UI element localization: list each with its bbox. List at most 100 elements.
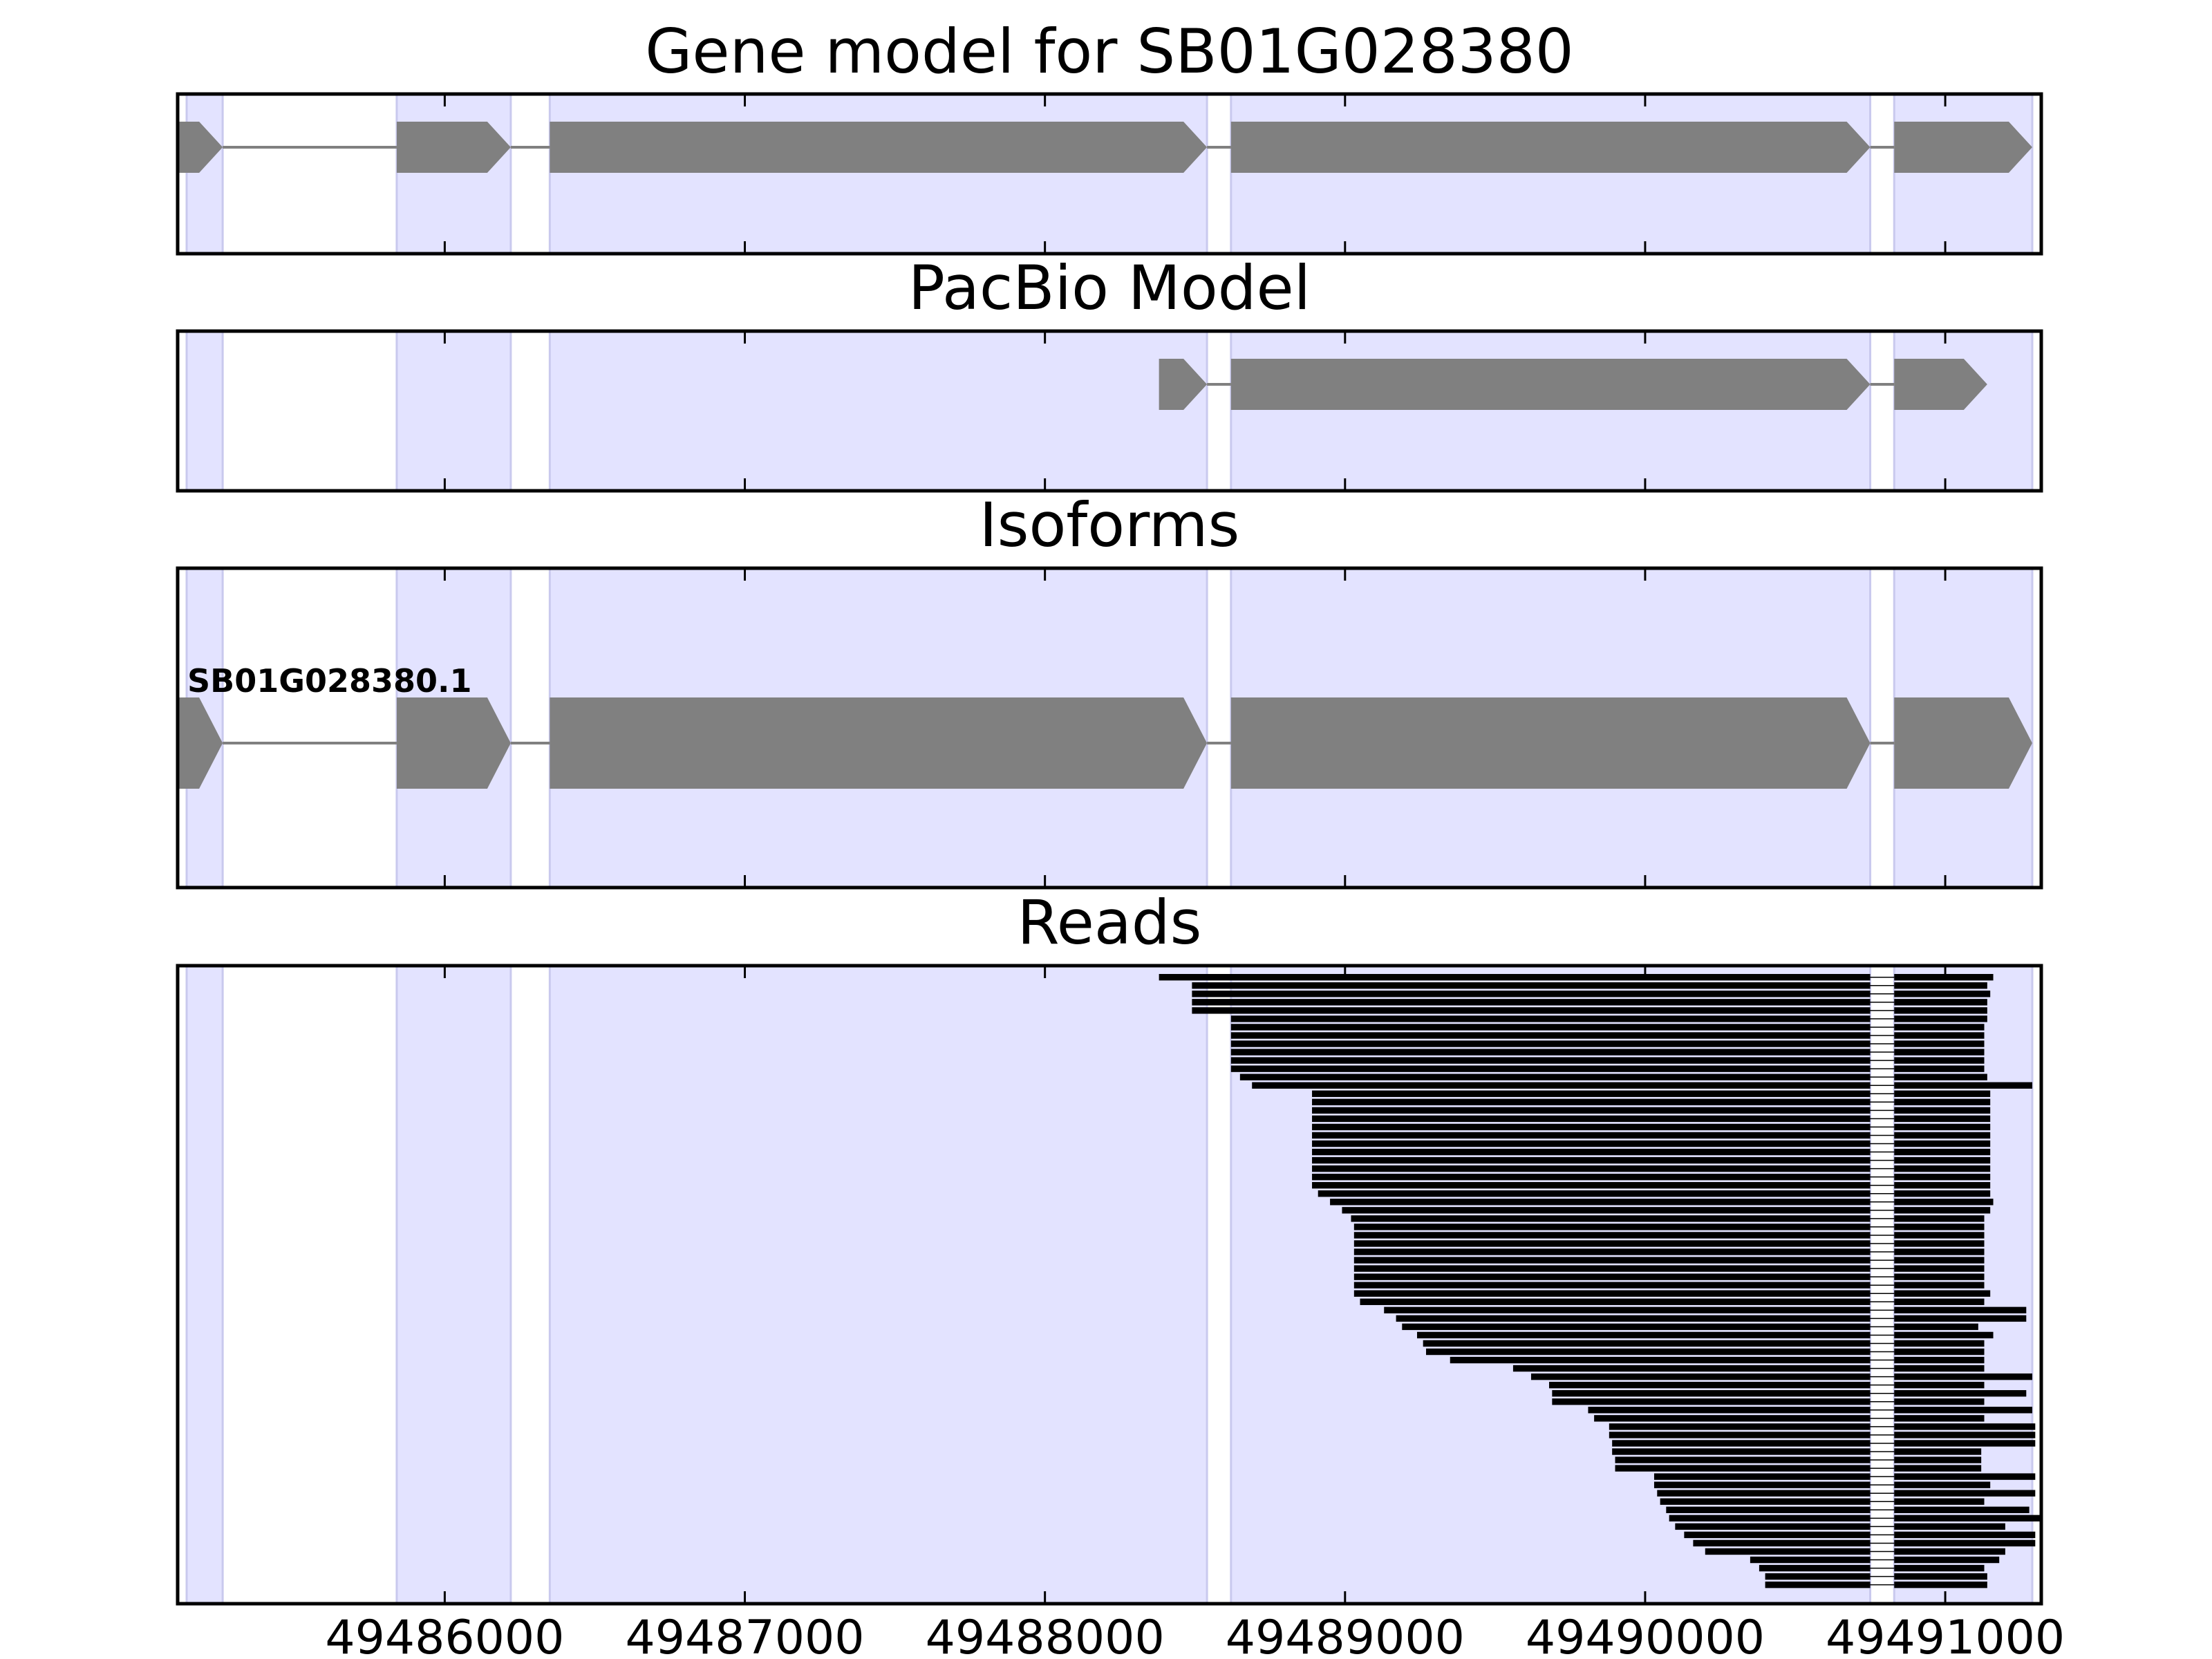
read [1353,1232,1985,1239]
panel-4: Reads [176,887,2043,1606]
read-segment [1894,1331,1994,1339]
read-segment [1396,1315,1871,1322]
read-segment [1239,1074,1871,1080]
read-segment [1312,1123,1871,1131]
model-exon-5 [1894,122,2032,173]
panel-frame [176,566,2043,890]
model-exon-3 [1894,359,1987,410]
isoform-exon-2 [396,697,511,789]
read-segment [1894,1323,1978,1331]
read-segment [1894,1165,1991,1172]
read-segment [1759,1564,1871,1572]
isoform-label: SB01G028380.1 [187,662,471,700]
panel-frame [176,964,2043,1606]
exon-shade-region-3 [548,93,1208,255]
read-segment [1609,1423,1871,1430]
read-segment [1894,1548,2005,1555]
read-segment [1416,1331,1871,1339]
panel-2: PacBio Model [176,252,2043,493]
model-exon-2 [1230,359,1871,410]
read-segment [1894,1290,1991,1297]
read [1312,1098,1991,1105]
read-segment [1894,1190,1991,1197]
read-segment [1353,1273,1871,1280]
exon-shade-region-2 [395,93,512,255]
read [1675,1523,2005,1530]
read-segment [1360,1298,1871,1305]
read-segment [1894,1182,1991,1189]
read-segment [1342,1207,1871,1214]
exon-shade-region-4 [1230,93,1872,255]
read [1615,1465,1982,1472]
read-segment [1894,1240,1985,1247]
read-segment [1594,1415,1871,1422]
read [1192,1007,1987,1014]
read-segment [1549,1381,1871,1389]
read-segment [1353,1224,1871,1230]
read-segment [1230,1057,1871,1064]
read-segment [1894,1173,1991,1181]
read-segment [1894,1448,1982,1455]
read-segment [1894,1224,1985,1230]
read-segment [1894,1523,2005,1530]
panel-3: Isoforms SB01G028380.1 [176,489,2043,890]
read [1230,1057,1985,1064]
read-segment [1230,1032,1871,1039]
read [1612,1448,1982,1455]
read [1360,1298,1985,1305]
read-segment [1894,1282,1985,1288]
read [1192,982,1987,989]
read [1666,1506,2030,1513]
exon-shade-region-3 [548,330,1208,492]
read [1396,1315,2027,1322]
model-exon-2 [396,122,511,173]
read [1230,1040,1985,1047]
read-segment [1612,1448,1871,1455]
read-segment [1894,1506,2030,1513]
read-segment [1230,1049,1871,1056]
read [1530,1373,2032,1380]
read-segment [1894,991,1991,997]
read-segment [1894,1273,1985,1280]
read-segment [1669,1515,1871,1522]
read [1353,1290,1991,1297]
read-segment [1894,1074,1987,1080]
read-segment [1230,1024,1871,1031]
read [1609,1432,2036,1438]
panel-frame [176,329,2043,493]
read-segment [1402,1323,1871,1331]
read [1312,1123,1991,1131]
read [1312,1132,1991,1139]
read [1312,1107,1991,1114]
read [1252,1082,2032,1089]
read [1312,1090,1991,1097]
exon-shade-region-2 [395,330,512,492]
read-segment [1653,1481,1871,1488]
exon-shade-region-5 [1893,330,2034,492]
read-segment [1894,974,1994,981]
panel-title: PacBio Model [908,252,1311,324]
read-segment [1159,974,1871,981]
read-segment [1384,1306,1871,1314]
read-segment [1660,1498,1871,1505]
read-segment [1765,1581,1871,1588]
read-segment [1894,1407,2032,1414]
read [1426,1348,1985,1356]
read-segment [1894,1490,2036,1497]
read-segment [1353,1232,1871,1239]
read-segment [1894,1423,2036,1430]
read-segment [1312,1132,1871,1139]
x-tick-label: 49490000 [1526,1611,1765,1659]
read [1312,1115,1991,1123]
read-segment [1353,1265,1871,1272]
read-segment [1894,1365,1985,1372]
read-segment [1312,1140,1871,1147]
read [1588,1407,2032,1414]
read-segment [1530,1373,1871,1380]
read [1594,1415,1985,1422]
read-segment [1230,1065,1871,1072]
exon-shade-region-1 [185,93,224,255]
read [1765,1573,1987,1580]
read [1384,1306,2027,1314]
read-segment [1894,1049,1985,1056]
